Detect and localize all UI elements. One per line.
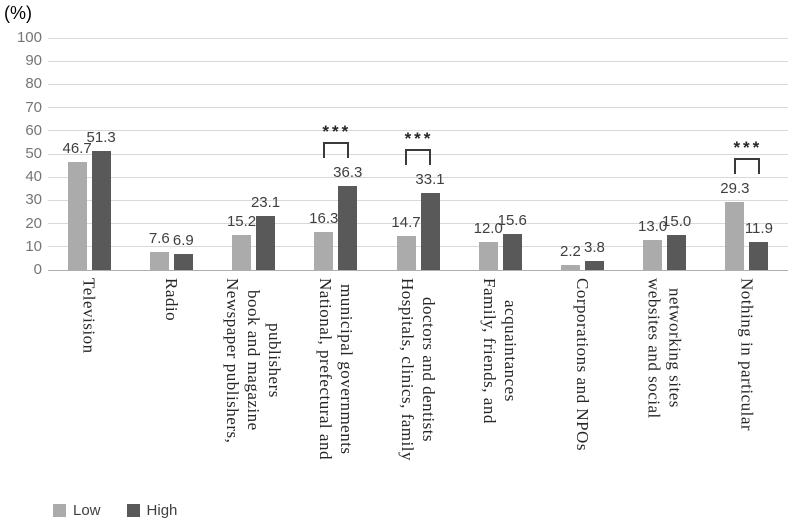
bar-low: [314, 232, 334, 270]
y-tick-label: 70: [25, 98, 42, 116]
legend-swatch-high: [126, 504, 140, 517]
x-category-label: Newspaper publishers, book and magazine …: [223, 278, 285, 444]
y-tick-label: 40: [25, 168, 42, 186]
y-tick-label: 80: [25, 75, 42, 93]
bar-low: [560, 264, 580, 270]
value-label-high: 51.3: [86, 128, 116, 146]
bar-low: [232, 234, 252, 270]
value-label-high: 33.1: [415, 171, 445, 189]
gridline: [48, 223, 788, 225]
significance-bracket: [733, 158, 760, 175]
gridline: [48, 153, 788, 155]
value-label-high: 15.0: [662, 213, 692, 231]
value-label-high: 15.6: [497, 211, 527, 229]
x-category-label: National, prefectural and municipal gove…: [315, 278, 356, 460]
y-tick-label: 10: [25, 237, 42, 255]
x-axis-line: [48, 269, 788, 271]
significance-stars: ***: [322, 121, 352, 141]
value-label-low: 12.0: [473, 220, 503, 238]
value-label-high: 11.9: [744, 220, 773, 238]
value-label-low: 7.6: [148, 230, 170, 248]
gridline: [48, 130, 788, 132]
y-tick-label: 0: [33, 261, 42, 278]
bar-low: [67, 161, 87, 270]
legend-item-low: Low: [53, 502, 101, 519]
bar-high: [502, 233, 522, 270]
y-tick-label: 20: [25, 214, 42, 232]
y-tick-label: 30: [25, 191, 42, 209]
bar-high: [749, 242, 769, 270]
x-category-label: websites and social networking sites: [644, 278, 685, 419]
value-label-high: 3.8: [584, 239, 605, 257]
significance-stars: ***: [404, 129, 434, 149]
significance-bracket: [405, 149, 431, 166]
bar-low: [396, 235, 416, 270]
legend-label-low: Low: [73, 502, 101, 519]
bar-high: [173, 253, 193, 270]
x-category-label: Nothing in particular: [737, 278, 757, 432]
value-label-low: 46.7: [62, 139, 92, 157]
bar-high: [420, 193, 440, 270]
value-label-low: 2.2: [560, 242, 581, 260]
value-label-high: 23.1: [250, 194, 281, 212]
bar-low: [725, 202, 745, 270]
value-label-low: 13.0: [638, 217, 668, 235]
bar-high: [91, 150, 111, 270]
x-category-label: Family, friends, and acquaintances: [480, 278, 521, 424]
y-tick-label: 100: [16, 29, 42, 46]
bar-low: [478, 242, 498, 270]
significance-stars: ***: [733, 138, 763, 158]
bar-high: [338, 185, 358, 270]
bar-high: [584, 261, 604, 270]
legend-item-high: High: [126, 502, 178, 519]
x-category-label: Corporations and NPOs: [572, 278, 592, 451]
bar-low: [149, 252, 169, 270]
legend-label-high: High: [146, 502, 178, 519]
gridline: [48, 60, 788, 62]
gridline: [48, 246, 788, 248]
gridline: [48, 176, 788, 178]
gridline: [48, 37, 788, 39]
x-category-label: Television: [79, 278, 99, 354]
x-category-label: Radio: [161, 278, 181, 322]
y-axis-unit-label: (%): [4, 3, 32, 23]
gridline: [48, 199, 788, 201]
value-label-low: 29.3: [720, 180, 750, 198]
value-label-high: 6.9: [172, 231, 194, 249]
x-category-label: Hospitals, clinics, family doctors and d…: [398, 278, 438, 461]
value-label-low: 14.7: [391, 213, 421, 231]
value-label-low: 15.2: [226, 212, 257, 230]
bar-high: [256, 216, 276, 270]
bar-low: [643, 239, 663, 270]
legend-swatch-low: [53, 504, 66, 517]
y-tick-label: 50: [25, 145, 42, 162]
gridline: [48, 107, 788, 109]
value-label-high: 36.3: [333, 163, 363, 181]
value-label-low: 16.3: [309, 210, 339, 228]
bar-high: [667, 235, 687, 270]
significance-bracket: [322, 141, 349, 158]
gridline: [48, 83, 788, 85]
y-tick-label: 60: [25, 121, 42, 139]
legend: Low High: [53, 502, 203, 519]
y-tick-label: 90: [25, 52, 42, 70]
